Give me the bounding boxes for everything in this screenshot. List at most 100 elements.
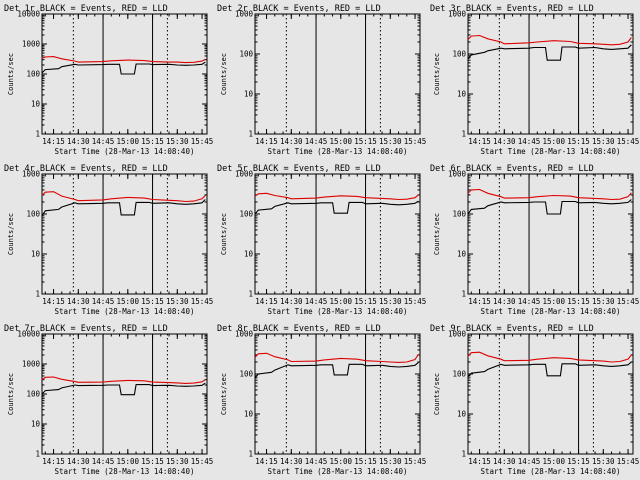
y-tick-label: 100	[26, 210, 40, 219]
x-tick-label: 15:45	[191, 297, 214, 306]
y-tick-label: 1000	[448, 330, 467, 339]
y-tick-label: 1000	[22, 40, 41, 49]
x-axis-label: Start Time (28-Mar-13 14:08:40)	[55, 467, 195, 476]
y-tick-label: 1000	[235, 170, 254, 179]
x-tick-label: 14:15	[42, 457, 65, 466]
y-tick-label: 100	[239, 210, 253, 219]
y-tick-label: 1	[461, 450, 466, 459]
y-tick-label: 10	[31, 420, 41, 429]
x-tick-label: 15:00	[117, 137, 140, 146]
panel-title: Det 6r BLACK = Events, RED = LLD	[430, 164, 594, 174]
x-tick-label: 15:15	[567, 137, 590, 146]
events-series-line	[41, 199, 206, 217]
y-tick-label: 100	[239, 370, 253, 379]
y-tick-label: 1	[35, 450, 40, 459]
x-tick-label: 15:00	[117, 457, 140, 466]
x-tick-label: 14:45	[92, 297, 115, 306]
x-tick-label: 15:30	[166, 137, 189, 146]
plot-frame	[467, 173, 634, 295]
x-tick-label: 14:15	[42, 297, 65, 306]
y-tick-label: 10	[244, 250, 254, 259]
panel-title: Det 5r BLACK = Events, RED = LLD	[217, 164, 381, 174]
lld-series-line	[254, 192, 419, 201]
y-tick-label: 100	[26, 390, 40, 399]
panel-title: Det 4r BLACK = Events, RED = LLD	[4, 164, 168, 174]
x-tick-label: 14:15	[255, 457, 278, 466]
y-axis-label: Counts/sec	[220, 53, 228, 95]
panel-2: Det 2r BLACK = Events, RED = LLD Counts/s…	[217, 4, 426, 156]
x-tick-label: 15:15	[141, 457, 164, 466]
plot-frame	[254, 13, 421, 135]
y-tick-label: 1000	[448, 170, 467, 179]
y-tick-label: 1	[461, 130, 466, 139]
events-series-line	[467, 361, 632, 378]
y-tick-label: 10	[31, 100, 41, 109]
panel-9: Det 9r BLACK = Events, RED = LLD Counts/s…	[430, 324, 639, 476]
x-tick-label: 15:15	[141, 297, 164, 306]
y-tick-label: 1000	[235, 330, 254, 339]
events-series-line	[467, 44, 632, 61]
x-tick-label: 15:45	[617, 297, 640, 306]
y-tick-label: 10000	[17, 10, 40, 19]
x-tick-label: 15:00	[330, 457, 353, 466]
y-tick-label: 1000	[448, 10, 467, 19]
y-tick-label: 10	[457, 410, 467, 419]
panel-title: Det 2r BLACK = Events, RED = LLD	[217, 4, 381, 14]
panel-title: Det 9r BLACK = Events, RED = LLD	[430, 324, 594, 334]
x-tick-label: 15:15	[354, 457, 377, 466]
x-tick-label: 15:00	[543, 137, 566, 146]
x-tick-label: 15:30	[592, 457, 615, 466]
x-tick-label: 14:45	[305, 137, 328, 146]
x-axis-label: Start Time (28-Mar-13 14:08:40)	[268, 467, 408, 476]
events-series-line	[254, 361, 419, 379]
panel-title: Det 8r BLACK = Events, RED = LLD	[217, 324, 381, 334]
panel-5: Det 5r BLACK = Events, RED = LLD Counts/s…	[217, 164, 426, 316]
y-tick-label: 10	[244, 90, 254, 99]
x-tick-label: 14:15	[42, 137, 65, 146]
x-tick-label: 14:45	[518, 457, 541, 466]
x-tick-label: 15:45	[404, 297, 427, 306]
x-tick-label: 14:30	[67, 297, 90, 306]
x-tick-label: 14:45	[518, 297, 541, 306]
plot-frame	[41, 333, 208, 455]
y-axis-label: Counts/sec	[7, 213, 15, 255]
plot-frame	[467, 333, 634, 455]
x-tick-label: 15:15	[354, 137, 377, 146]
x-tick-label: 15:30	[592, 297, 615, 306]
y-tick-label: 1	[248, 450, 253, 459]
y-tick-label: 1000	[235, 10, 254, 19]
x-axis-label: Start Time (28-Mar-13 14:08:40)	[55, 307, 195, 316]
y-tick-label: 1	[35, 290, 40, 299]
x-tick-label: 14:15	[468, 137, 491, 146]
x-tick-label: 15:45	[191, 457, 214, 466]
y-tick-label: 10000	[17, 330, 40, 339]
x-tick-label: 14:45	[92, 137, 115, 146]
y-axis-label: Counts/sec	[7, 53, 15, 95]
lld-series-line	[41, 56, 206, 64]
x-axis-label: Start Time (28-Mar-13 14:08:40)	[481, 467, 621, 476]
x-axis-label: Start Time (28-Mar-13 14:08:40)	[481, 307, 621, 316]
panel-title: Det 3r BLACK = Events, RED = LLD	[430, 4, 594, 14]
y-tick-label: 1000	[22, 170, 41, 179]
panel-1: Det 1r BLACK = Events, RED = LLD Counts/s…	[4, 4, 213, 156]
events-series-line	[467, 199, 632, 215]
x-tick-label: 15:45	[404, 137, 427, 146]
x-tick-label: 15:15	[141, 137, 164, 146]
y-tick-label: 1	[248, 130, 253, 139]
x-tick-label: 14:15	[468, 297, 491, 306]
y-axis-label: Counts/sec	[7, 373, 15, 415]
x-tick-label: 15:30	[379, 457, 402, 466]
y-tick-label: 100	[239, 50, 253, 59]
y-tick-label: 100	[452, 370, 466, 379]
x-tick-label: 14:45	[305, 457, 328, 466]
lld-series-line	[254, 352, 419, 363]
y-tick-label: 10	[457, 90, 467, 99]
lld-series-line	[467, 351, 632, 363]
y-tick-label: 100	[452, 50, 466, 59]
x-axis-label: Start Time (28-Mar-13 14:08:40)	[55, 147, 195, 156]
x-tick-label: 14:30	[280, 457, 303, 466]
y-tick-label: 1000	[22, 360, 41, 369]
x-tick-label: 14:30	[493, 457, 516, 466]
plot-frame	[467, 13, 634, 135]
